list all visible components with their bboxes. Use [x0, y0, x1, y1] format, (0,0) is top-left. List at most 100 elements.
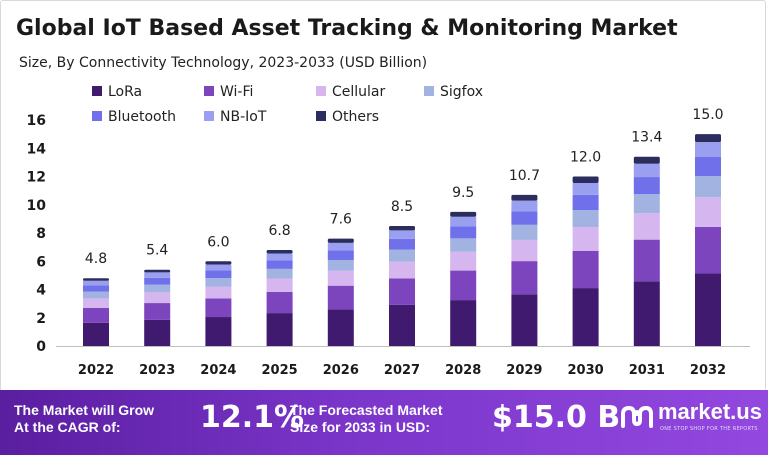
legend-swatch	[316, 111, 326, 121]
brand-tagline: ONE STOP SHOP FOR THE REPORTS	[660, 426, 758, 432]
x-tick-label: 2031	[629, 363, 665, 378]
total-value-label: 9.5	[452, 185, 474, 201]
x-tick-label: 2025	[262, 363, 298, 378]
bar-segment-lora	[572, 288, 599, 346]
total-value-label: 5.4	[146, 243, 168, 259]
bar-segment-lora	[511, 294, 538, 346]
bar-segment-others	[450, 211, 477, 217]
bar-segment-wi-fi	[83, 307, 109, 323]
bar-segment-wi-fi	[633, 239, 660, 282]
bar-segment-nb-iot	[511, 200, 538, 212]
bar-segment-others	[633, 156, 660, 164]
legend-swatch	[92, 86, 102, 96]
total-value-label: 7.6	[330, 212, 352, 228]
forecast-label-line1: The Forecasted Market	[290, 402, 443, 418]
bar-segment-wi-fi	[695, 226, 721, 274]
bar-segment-lora	[83, 322, 109, 346]
bar-segment-nb-iot	[205, 264, 232, 271]
bar-segment-lora	[205, 317, 232, 346]
chart-title: Global IoT Based Asset Tracking & Monito…	[16, 16, 678, 41]
total-value-label: 8.5	[391, 199, 413, 215]
chart-subtitle: Size, By Connectivity Technology, 2023-2…	[19, 55, 428, 71]
bar-segment-lora	[266, 313, 293, 346]
x-tick-label: 2029	[506, 363, 542, 378]
x-tick-label: 2027	[384, 363, 420, 378]
legend-label: NB-IoT	[220, 109, 267, 125]
legend-swatch	[204, 86, 214, 96]
x-tick-label: 2022	[78, 363, 114, 378]
market-us-logo-icon	[621, 405, 653, 428]
legend-swatch	[204, 111, 214, 121]
legend-label: Cellular	[332, 84, 386, 100]
bar-segment-lora	[695, 273, 721, 346]
bar-segment-nb-iot	[695, 142, 721, 158]
legend-label: Wi-Fi	[220, 84, 253, 100]
brand-name[interactable]: market.us	[658, 399, 762, 424]
bar-segment-others	[327, 238, 354, 243]
bar-segment-bluetooth	[83, 285, 109, 292]
bar-segment-sigfox	[695, 176, 721, 198]
bar-segment-cellular	[144, 292, 171, 304]
y-tick-label: 4	[36, 283, 46, 299]
total-value-label: 6.8	[268, 223, 290, 239]
bar-segment-nb-iot	[389, 230, 415, 239]
y-tick-label: 10	[27, 198, 47, 214]
bar-segment-sigfox	[205, 278, 232, 287]
bar-segment-wi-fi	[266, 291, 293, 314]
bar-segment-nb-iot	[450, 216, 477, 227]
bar-segment-lora	[327, 309, 354, 346]
y-tick-label: 8	[36, 226, 46, 242]
bar-segment-bluetooth	[389, 238, 415, 250]
bar-segment-wi-fi	[572, 250, 599, 289]
bar-segment-sigfox	[83, 291, 109, 299]
bar-segment-others	[266, 249, 293, 254]
total-value-label: 15.0	[692, 107, 723, 123]
total-value-label: 4.8	[85, 251, 107, 267]
bar-segment-nb-iot	[572, 182, 599, 195]
total-value-label: 13.4	[631, 130, 662, 146]
bar-segment-wi-fi	[450, 270, 477, 301]
legend-label: Others	[332, 109, 379, 125]
y-tick-label: 12	[27, 170, 46, 186]
bar-segment-nb-iot	[266, 253, 293, 261]
cagr-label: The Market will Grow At the CAGR of:	[14, 402, 154, 436]
bar-segment-cellular	[511, 239, 538, 262]
bar-segment-sigfox	[511, 224, 538, 240]
bar-segment-wi-fi	[327, 285, 354, 310]
chart-canvas: 0 2 4 6 8 10 12 14 16 4.8 2022 5.4 2023 6.0 2024 6.8 202…	[27, 84, 750, 378]
bar-segment-cellular	[205, 286, 232, 299]
cagr-value: 12.1%	[200, 400, 305, 435]
bar-segment-nb-iot	[83, 280, 109, 286]
bar-segment-cellular	[633, 213, 660, 240]
bar-segment-bluetooth	[266, 260, 293, 269]
bar-segment-sigfox	[633, 194, 660, 214]
y-tick-label: 0	[36, 339, 46, 355]
bar-segment-others	[83, 278, 109, 281]
bar-segment-bluetooth	[205, 270, 232, 279]
bar-segment-lora	[389, 304, 415, 346]
y-tick-label: 6	[36, 254, 46, 270]
x-tick-label: 2024	[200, 363, 236, 378]
bar-segment-sigfox	[450, 238, 477, 252]
bar-segment-cellular	[327, 270, 354, 286]
bar-segment-nb-iot	[633, 163, 660, 178]
forecast-label-line2: Size for 2033 in USD:	[290, 419, 431, 435]
legend-label: Bluetooth	[108, 109, 176, 125]
bar-segment-lora	[144, 319, 171, 346]
bar-segment-lora	[633, 281, 660, 346]
y-tick-label: 14	[27, 141, 47, 157]
forecast-label: The Forecasted Market Size for 2033 in U…	[290, 402, 443, 436]
bar-segment-others	[144, 269, 171, 273]
bar-segment-others	[511, 194, 538, 201]
bar-segment-wi-fi	[389, 278, 415, 305]
forecast-value: $15.0 B	[492, 400, 621, 435]
bar-segment-others	[572, 176, 599, 183]
bar-segment-sigfox	[572, 210, 599, 228]
legend-swatch	[424, 86, 434, 96]
bar-segment-wi-fi	[511, 261, 538, 295]
bar-segment-cellular	[450, 251, 477, 271]
bar-segment-nb-iot	[144, 272, 171, 278]
bar-segment-nb-iot	[327, 242, 354, 251]
bar-segment-cellular	[572, 227, 599, 251]
bar-segment-cellular	[695, 197, 721, 227]
